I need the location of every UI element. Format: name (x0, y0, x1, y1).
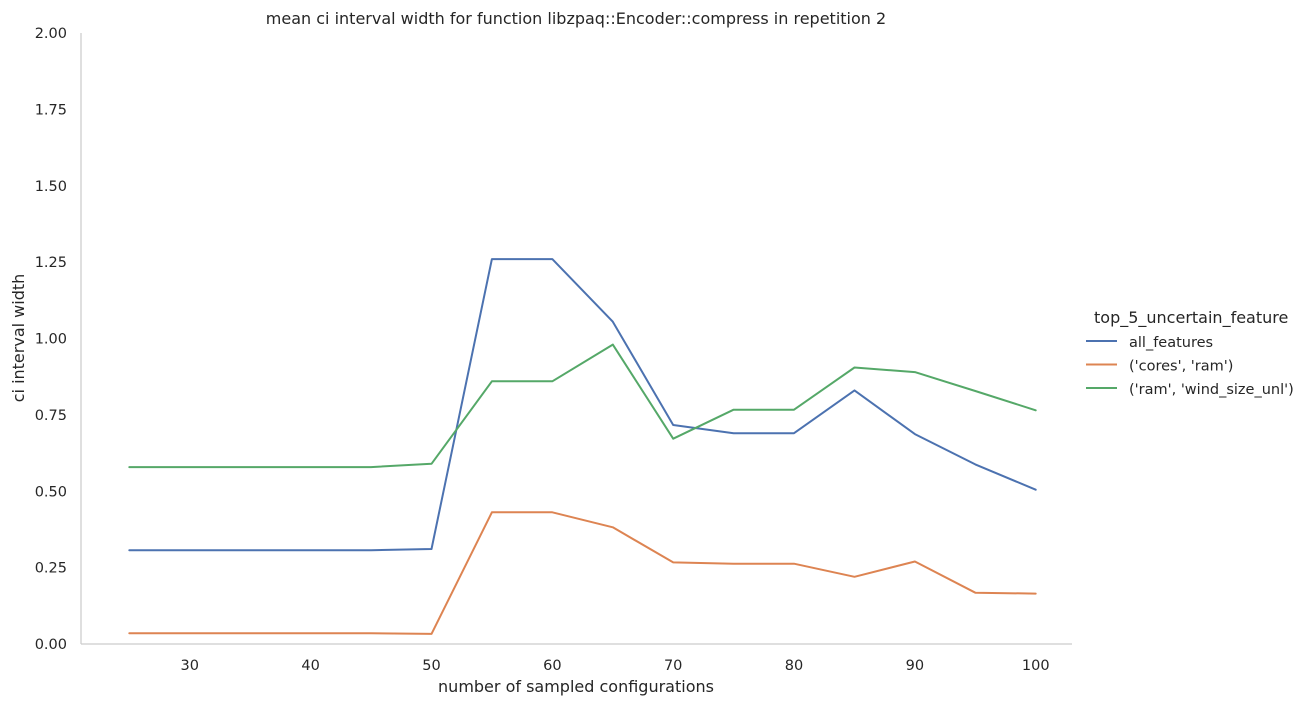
y-tick-label: 1.25 (35, 255, 67, 271)
legend: top_5_uncertain_feature all_features ('co… (1086, 308, 1294, 398)
legend-label: all_features (1129, 335, 1213, 351)
series-line (128, 258, 1037, 552)
x-axis-ticks: 30 40 50 60 70 80 90 100 (181, 658, 1050, 674)
x-tick-label: 90 (906, 658, 924, 674)
legend-label: ('cores', 'ram') (1129, 359, 1233, 375)
legend-label: ('ram', 'wind_size_unl') (1129, 382, 1294, 398)
series-line (128, 343, 1037, 469)
y-tick-label: 1.75 (35, 102, 67, 118)
x-tick-label: 50 (422, 658, 440, 674)
y-tick-label: 0.75 (35, 408, 67, 424)
series-line (128, 511, 1037, 635)
chart-title: mean ci interval width for function libz… (266, 9, 886, 28)
x-tick-label: 60 (543, 658, 561, 674)
x-tick-label: 40 (301, 658, 319, 674)
x-tick-label: 70 (664, 658, 682, 674)
y-tick-label: 1.00 (35, 332, 67, 348)
y-tick-label: 2.00 (35, 26, 67, 42)
x-tick-label: 80 (785, 658, 803, 674)
y-tick-label: 0.00 (35, 637, 67, 653)
series-lines (128, 258, 1037, 635)
y-tick-label: 1.50 (35, 179, 67, 195)
x-tick-label: 30 (181, 658, 199, 674)
y-tick-label: 0.25 (35, 561, 67, 577)
x-tick-label: 100 (1022, 658, 1050, 674)
legend-title: top_5_uncertain_feature (1094, 308, 1288, 328)
x-axis-label: number of sampled configurations (438, 677, 714, 696)
y-tick-label: 0.50 (35, 484, 67, 500)
y-axis-label: ci interval width (9, 274, 28, 403)
y-axis-ticks: 0.00 0.25 0.50 0.75 1.00 1.25 1.50 1.75 2.00 (35, 26, 67, 653)
